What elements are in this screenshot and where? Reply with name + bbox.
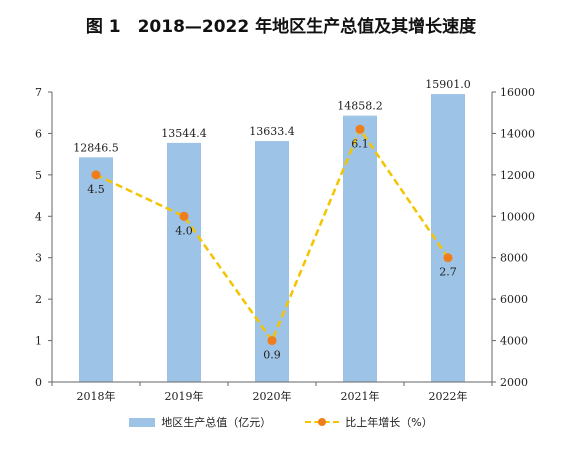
bar-3: [343, 115, 377, 382]
legend-line-swatch: [305, 417, 340, 427]
bars-layer: [79, 94, 465, 382]
growth-value-label-2: 0.9: [263, 349, 281, 362]
bar-4: [431, 94, 465, 382]
growth-point-3: [355, 124, 365, 134]
right-tick-label-0: 2000: [500, 376, 528, 389]
left-tick-label-6: 6: [35, 127, 42, 140]
growth-point-0: [91, 170, 101, 180]
growth-value-label-1: 4.0: [175, 224, 193, 237]
bar-2: [255, 141, 289, 382]
growth-value-label-0: 4.5: [87, 183, 105, 196]
axes-layer: 0 1 2 3 4 5 6 7 2000 4000 6000 8000 10000 12000 14000 1…: [35, 86, 535, 403]
chart-title: 图 1 2018—2022 年地区生产总值及其增长速度: [85, 17, 477, 37]
legend-label-growth: 比上年增长（%）: [345, 416, 433, 429]
right-tick-label-1: 4000: [500, 335, 528, 348]
left-tick-label-2: 2: [35, 293, 42, 306]
left-tick-label-3: 3: [35, 252, 42, 265]
growth-value-label-3: 6.1: [351, 137, 369, 150]
right-tick-label-3: 8000: [500, 252, 528, 265]
x-tick-label-3: 2021年: [341, 389, 380, 403]
right-tick-label-4: 10000: [500, 210, 535, 223]
bar-value-label-3: 14858.2: [337, 100, 383, 113]
left-tick-label-7: 7: [35, 86, 42, 99]
legend-bar-swatch: [129, 417, 156, 427]
x-tick-label-4: 2022年: [429, 389, 468, 403]
bar-value-label-2: 13633.4: [249, 125, 295, 138]
right-tick-label-2: 6000: [500, 293, 528, 306]
legend-label-gdp: 地区生产总值（亿元）: [161, 416, 272, 429]
legend-item-growth: 比上年增长（%）: [305, 414, 433, 430]
bar-value-label-4: 15901.0: [425, 78, 471, 91]
growth-value-label-4: 2.7: [439, 266, 457, 279]
left-tick-label-4: 4: [35, 210, 42, 223]
x-tick-label-0: 2018年: [77, 389, 116, 403]
bar-value-label-1: 13544.4: [161, 127, 207, 140]
x-tick-label-2: 2020年: [253, 389, 292, 403]
labels-layer: 12846.5 13544.4 13633.4 14858.2 15901.0 4.5 4.…: [73, 78, 471, 362]
right-tick-label-5: 12000: [500, 169, 535, 182]
growth-line: [95, 126, 450, 344]
bar-value-label-0: 12846.5: [73, 141, 119, 154]
growth-point-2: [267, 336, 277, 346]
right-tick-label-6: 14000: [500, 127, 535, 140]
line-layer: [91, 124, 453, 346]
left-tick-label-5: 5: [35, 169, 42, 182]
legend: 地区生产总值（亿元） 比上年增长（%）: [0, 414, 562, 430]
bar-0: [79, 157, 113, 382]
left-tick-label-0: 0: [35, 376, 42, 389]
right-tick-label-7: 16000: [500, 86, 535, 99]
left-tick-label-1: 1: [35, 335, 42, 348]
bar-1: [167, 142, 201, 382]
growth-point-4: [443, 253, 453, 263]
x-tick-label-1: 2019年: [165, 389, 204, 403]
legend-item-gdp: 地区生产总值（亿元）: [129, 414, 271, 430]
growth-point-1: [179, 211, 189, 221]
